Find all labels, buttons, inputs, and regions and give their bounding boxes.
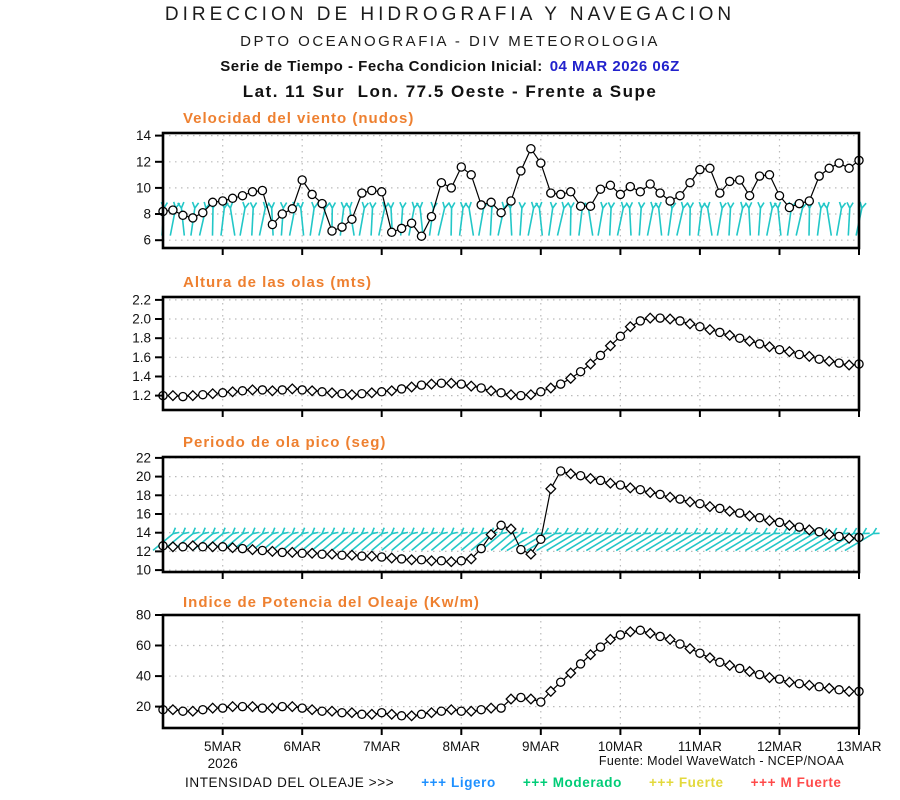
svg-text:8MAR: 8MAR [443,739,481,754]
wave-intensity-legend: INTENSIDAD DEL OLEAJE >>> +++ Ligero +++… [185,775,842,790]
svg-text:12MAR: 12MAR [757,739,802,754]
svg-text:20: 20 [136,699,151,714]
svg-text:10: 10 [136,180,151,195]
svg-text:14: 14 [136,525,152,540]
location-title: Lat. 11 Sur Lon. 77.5 Oeste - Frente a S… [242,82,658,101]
svg-text:13MAR: 13MAR [836,739,881,754]
chart-title-wave-period: Periodo de ola pico (seg) [183,434,387,451]
legend-symbol-ligero: +++ [421,775,447,790]
legend-label-m-fuerte: M Fuerte [780,775,842,790]
chart-title-wind-speed: Velocidad del viento (nudos) [183,110,415,127]
chart-title-wave-height: Altura de las olas (mts) [183,274,373,291]
svg-text:6: 6 [143,233,151,248]
svg-text:1.8: 1.8 [132,331,151,346]
svg-text:80: 80 [136,608,151,623]
legend-title: INTENSIDAD DEL OLEAJE >>> [185,775,395,790]
svg-text:1.4: 1.4 [132,369,151,384]
legend-symbol-m-fuerte: +++ [750,775,777,790]
svg-text:2.0: 2.0 [132,312,151,327]
legend-item-ligero: +++ Ligero [421,775,496,790]
legend-label-ligero: Ligero [451,775,496,790]
svg-text:12: 12 [136,544,151,559]
svg-text:1.2: 1.2 [132,388,151,403]
svg-text:22: 22 [136,450,151,465]
svg-text:10: 10 [136,563,151,578]
svg-text:7MAR: 7MAR [363,739,401,754]
svg-text:10MAR: 10MAR [598,739,643,754]
legend-label-moderado: Moderado [552,775,622,790]
legend-item-fuerte: +++ Fuerte [649,775,724,790]
svg-text:14: 14 [136,128,152,143]
series-label: Serie de Tiempo - Fecha Condicion Inicia… [220,58,543,75]
svg-text:2.2: 2.2 [132,292,151,307]
dept-title: DPTO OCEANOGRAFIA - DIV METEOROLOGIA [240,33,660,50]
svg-text:2026: 2026 [208,756,238,771]
initial-date: 04 MAR 2026 06Z [549,58,680,75]
svg-text:1.6: 1.6 [132,350,151,365]
svg-text:16: 16 [136,507,151,522]
svg-text:11MAR: 11MAR [678,739,722,754]
svg-text:20: 20 [136,469,151,484]
svg-text:6MAR: 6MAR [283,739,321,754]
svg-text:60: 60 [136,638,151,653]
svg-text:5MAR: 5MAR [204,739,242,754]
series-subtitle: Serie de Tiempo - Fecha Condicion Inicia… [0,58,900,75]
legend-symbol-fuerte: +++ [649,775,675,790]
svg-text:12: 12 [136,154,151,169]
source-credit: Fuente: Model WaveWatch - NCEP/NOAA [598,754,844,768]
svg-text:8: 8 [143,207,151,222]
org-title: DIRECCION DE HIDROGRAFIA Y NAVEGACION [164,4,736,25]
svg-text:9MAR: 9MAR [522,739,560,754]
svg-text:40: 40 [136,669,151,684]
legend-item-moderado: +++ Moderado [523,775,622,790]
legend-label-fuerte: Fuerte [678,775,724,790]
chart-title-wave-power: Indice de Potencia del Oleaje (Kw/m) [183,594,480,611]
legend-symbol-moderado: +++ [522,775,549,790]
svg-text:18: 18 [136,488,151,503]
legend-item-m-fuerte: +++ M Fuerte [751,775,842,790]
